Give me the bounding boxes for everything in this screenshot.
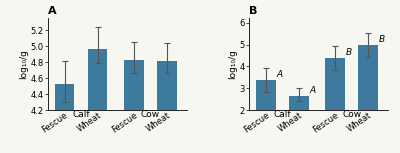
Text: Fescue: Fescue [40,110,70,134]
Bar [256,80,276,153]
Y-axis label: log₁₀/g: log₁₀/g [19,49,28,79]
Text: B: B [346,48,352,57]
Bar [289,96,309,153]
Text: Fescue: Fescue [110,110,139,134]
Text: A: A [48,6,57,16]
Text: Calf: Calf [72,110,90,119]
Bar [88,49,108,153]
Text: Wheat: Wheat [346,110,373,133]
Text: Calf: Calf [274,110,291,119]
Text: B: B [249,6,258,16]
Text: A: A [310,86,316,95]
Text: Wheat: Wheat [75,110,103,133]
Text: Cow: Cow [141,110,160,119]
Bar [358,45,378,153]
Text: Wheat: Wheat [276,110,304,133]
Bar [157,61,177,153]
Y-axis label: log₁₀/g: log₁₀/g [228,49,237,79]
Bar [55,84,74,153]
Text: Fescue: Fescue [242,110,271,134]
Text: B: B [379,35,385,44]
Text: Fescue: Fescue [311,110,340,134]
Text: Cow: Cow [342,110,361,119]
Text: A: A [277,70,283,79]
Text: Wheat: Wheat [145,110,172,133]
Bar [124,60,144,153]
Bar [325,58,345,153]
